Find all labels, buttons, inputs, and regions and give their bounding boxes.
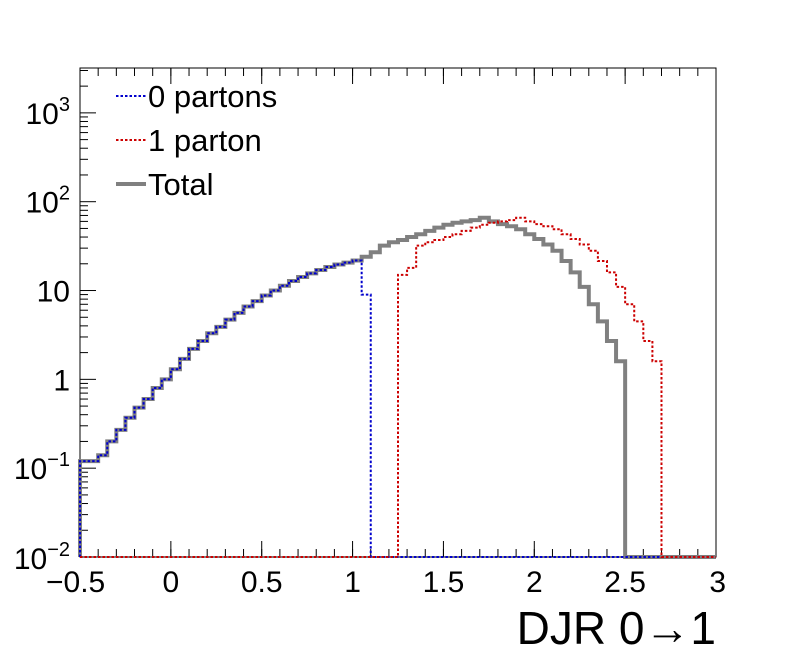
legend-label: 0 partons (148, 79, 277, 114)
x-tick-label: 2.5 (604, 566, 646, 599)
series-layer (78, 215, 716, 559)
x-tick-label: 0.5 (241, 566, 283, 599)
y-tick-labels: 10−2 10−1 1 10 102 103 (14, 94, 70, 576)
y-tick-label: 10−2 (14, 539, 70, 576)
legend-label: Total (148, 167, 213, 202)
x-tick-labels: −0.5 0 0.5 1 1.5 2 2.5 3 (46, 566, 726, 599)
x-tick-label: 1.5 (423, 566, 465, 599)
x-axis-label: DJR 0→1 (517, 602, 716, 654)
x-tick-label: 3 (709, 566, 726, 599)
y-tick-label: 10 (37, 276, 70, 309)
x-tick-label: 0 (163, 566, 180, 599)
x-tick-label: 1 (344, 566, 361, 599)
series-line-0-partons (79, 259, 716, 558)
y-tick-label: 10−1 (14, 449, 70, 486)
y-tick-label: 1 (53, 364, 70, 397)
legend: 0 partons 1 parton Total (116, 79, 277, 202)
series-line-1-parton (80, 216, 716, 558)
legend-label: 1 parton (148, 123, 262, 158)
x-tick-label: −0.5 (46, 566, 105, 599)
y-tick-label: 103 (26, 94, 71, 131)
x-tick-label: 2 (526, 566, 543, 599)
y-tick-label: 102 (26, 183, 71, 220)
